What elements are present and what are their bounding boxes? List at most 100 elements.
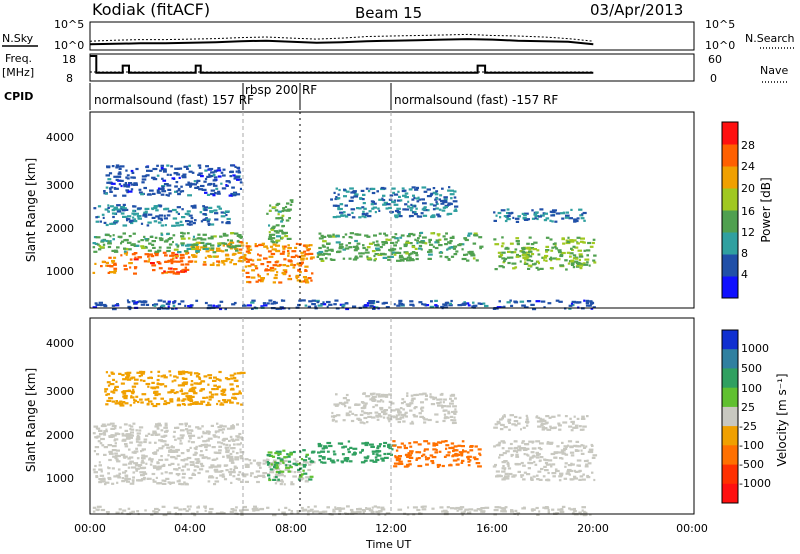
power-cell [215, 305, 220, 308]
power-cell [167, 270, 170, 274]
velocity-cell [376, 446, 380, 450]
velocity-cell [156, 468, 160, 471]
velocity-cell [229, 383, 234, 386]
velocity-cell [366, 455, 370, 458]
power-cell [361, 213, 366, 216]
power-cell [228, 194, 233, 197]
cpid-segment-1: normalsound (fast) 157 RF [94, 93, 254, 107]
power-cell [535, 300, 541, 303]
velocity-cell [94, 464, 97, 468]
power-cell [106, 166, 111, 169]
velocity-cell [165, 401, 171, 405]
velocity-cell [408, 456, 414, 459]
velocity-cell [293, 471, 296, 474]
velocity-cell [546, 441, 550, 444]
power-cb-label-12: 12 [741, 226, 755, 239]
velocity-cell [127, 507, 131, 510]
velocity-cell [525, 418, 529, 421]
velocity-cell [338, 509, 342, 513]
velocity-cell [320, 444, 323, 447]
velocity-cell [145, 434, 149, 437]
power-cell [210, 189, 216, 192]
velocity-cell [507, 447, 513, 450]
power-cell [150, 262, 155, 265]
power-cell [146, 224, 150, 227]
power-cell [414, 238, 417, 241]
power-cell [416, 239, 419, 242]
velocity-cell [284, 506, 288, 509]
power-cell [371, 207, 375, 210]
velocity-cell [510, 453, 514, 457]
power-cell [202, 213, 207, 216]
velocity-cell [141, 449, 145, 452]
power-cell [123, 185, 128, 188]
power-cell [552, 209, 557, 212]
power-cell [172, 304, 176, 307]
power-cell [160, 218, 163, 222]
power-cell [358, 216, 362, 219]
power-cell [448, 186, 451, 189]
power-cell [263, 245, 268, 248]
power-cell [311, 272, 314, 275]
power-cell [535, 266, 539, 269]
velocity-cell [238, 432, 242, 436]
velocity-cell [333, 415, 336, 419]
power-cell [177, 167, 181, 170]
velocity-cell [261, 474, 265, 477]
power-cell [194, 219, 197, 222]
velocity-cell [544, 507, 550, 510]
power-cell [497, 251, 502, 254]
power-cell [438, 244, 443, 247]
velocity-cell [536, 474, 539, 477]
power-cell [149, 235, 154, 238]
power-cell [390, 241, 395, 245]
velocity-cell [146, 403, 150, 406]
velocity-cell [240, 513, 244, 516]
velocity-cell [382, 416, 386, 419]
power-cell [163, 217, 168, 220]
power-cell [536, 260, 539, 263]
power-cell [272, 243, 277, 246]
power-cell [133, 301, 139, 304]
power-cell [168, 267, 173, 270]
velocity-cell [147, 432, 151, 435]
velocity-cell [111, 467, 115, 470]
power-cell [284, 235, 289, 238]
xtick-0: 00:00 [74, 522, 106, 535]
velocity-cell [504, 477, 510, 480]
velocity-cell [207, 437, 213, 440]
power-cell [392, 251, 396, 254]
power-cell [345, 244, 348, 247]
velocity-cell [118, 401, 121, 404]
power-cell [408, 215, 411, 218]
velocity-cell [274, 482, 278, 485]
velocity-cell [502, 465, 505, 468]
power-cell [151, 207, 154, 211]
velocity-cell [307, 506, 310, 509]
velocity-cell [302, 465, 307, 468]
velocity-cell [192, 388, 196, 391]
power-cb-label-20: 20 [741, 182, 755, 195]
velocity-cell [92, 506, 97, 509]
power-cell [551, 220, 554, 223]
velocity-cell [121, 439, 127, 442]
power-cell [207, 222, 211, 226]
power-cell [471, 254, 476, 257]
velocity-cell [336, 414, 341, 417]
velocity-cell [580, 452, 585, 455]
power-cell [254, 245, 259, 248]
velocity-cell [266, 463, 270, 466]
power-cell [217, 167, 221, 170]
power-cell [180, 231, 184, 234]
power-cell [450, 197, 453, 200]
power-cell [92, 306, 98, 309]
velocity-cell [169, 449, 173, 452]
velocity-cell [147, 385, 150, 388]
velocity-cell [502, 441, 506, 444]
velocity-cell [212, 465, 218, 468]
power-cell [94, 302, 98, 305]
power-cell [171, 224, 176, 227]
power-cell [378, 198, 383, 201]
velocity-cell [557, 424, 562, 427]
velocity-cell [500, 423, 503, 426]
